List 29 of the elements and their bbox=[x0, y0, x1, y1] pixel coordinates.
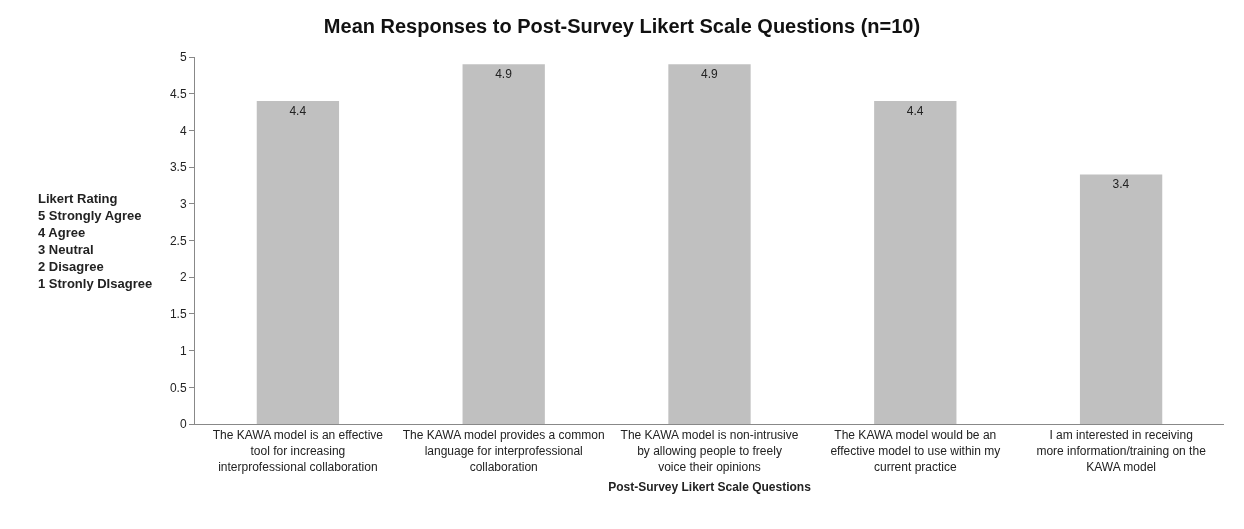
y-tick-label: 4.5 bbox=[169, 86, 187, 101]
data-label: 4.4 bbox=[906, 104, 924, 119]
bar bbox=[1079, 174, 1163, 424]
y-axis-title: Likert Rating 5 Strongly Agree 4 Agree 3 Neutral 2 Disagree 1 Stronly DIsagree bbox=[38, 191, 153, 291]
x-tick-label: The KAWA model provides a common language for interprofessional collaboration bbox=[402, 428, 605, 474]
data-label: 4.9 bbox=[495, 67, 513, 82]
x-tick-label: The KAWA model would be an effective model to use within my current practice bbox=[830, 428, 1001, 474]
y-tick-label: 1.5 bbox=[169, 307, 187, 322]
y-tick-label: 3 bbox=[179, 197, 187, 211]
data-label: 4.9 bbox=[701, 67, 718, 82]
bar bbox=[256, 101, 340, 424]
y-tick-label: 2 bbox=[179, 270, 187, 285]
y-tick-label: 0.5 bbox=[169, 380, 187, 395]
data-label: 3.4 bbox=[1112, 177, 1130, 192]
y-tick-label: 2.5 bbox=[169, 233, 187, 248]
x-axis-title: Post-Survey Likert Scale Questions bbox=[608, 480, 812, 495]
y-tick-label: 0 bbox=[179, 417, 187, 432]
bar bbox=[462, 64, 545, 424]
y-tick-label: 4 bbox=[179, 123, 187, 138]
y-tick-label: 1 bbox=[179, 343, 187, 358]
x-tick-label: The KAWA model is non-intrusive by allowing people to freely voice their opinions bbox=[620, 428, 799, 474]
chart-title: Mean Responses to Post-Survey Likert Scale Questions (n=10) bbox=[323, 15, 921, 38]
x-tick-label: The KAWA model is an effective tool for increasing interprofessional collaboration bbox=[212, 428, 384, 474]
x-tick-label: I am interested in receiving more information/training on the KAWA model bbox=[1036, 428, 1207, 474]
y-tick-label: 5 bbox=[179, 50, 187, 65]
bar bbox=[668, 64, 751, 424]
bar bbox=[874, 101, 957, 424]
data-label: 4.4 bbox=[289, 104, 307, 119]
y-tick-label: 3.5 bbox=[169, 160, 187, 175]
